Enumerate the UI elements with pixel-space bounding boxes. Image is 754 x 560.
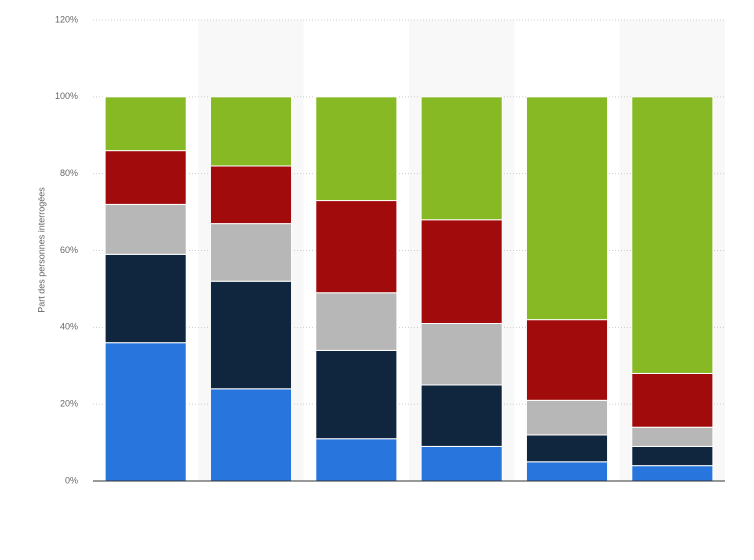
bar-segment [209, 280, 293, 390]
bar-segment [420, 384, 503, 447]
bar-segment [631, 372, 714, 428]
bar-segment [209, 96, 293, 167]
bar-segment [525, 434, 609, 463]
y-tick-label: 80% [60, 168, 78, 178]
y-tick-label: 40% [60, 322, 78, 332]
bar-segment [104, 203, 187, 255]
bar-segment [315, 349, 398, 440]
y-tick-label: 60% [60, 245, 78, 255]
bar-segment [420, 96, 503, 221]
bar-segment [631, 445, 714, 467]
y-axis-label: Part des personnes interrogées [36, 187, 46, 313]
bar-segment [104, 96, 187, 152]
bar-segment [209, 388, 293, 482]
y-tick-label: 100% [55, 91, 78, 101]
bar-segment [420, 445, 503, 482]
bar-segment [525, 319, 609, 401]
bar-segment [209, 223, 293, 282]
bar-segment [104, 253, 187, 344]
bar-segment [525, 96, 609, 321]
bar-segment [315, 292, 398, 351]
bar-segment [104, 342, 187, 482]
bar-segment [315, 96, 398, 202]
bar-segment [631, 96, 714, 374]
bar-segment [420, 219, 503, 324]
bar-segment [104, 150, 187, 205]
bar-segment [525, 461, 609, 482]
bar-segment [209, 165, 293, 225]
y-tick-label: 20% [60, 399, 78, 409]
bar-segment [525, 399, 609, 436]
bar-segment [420, 322, 503, 386]
y-tick-label: 120% [55, 14, 78, 24]
bar-segment [315, 200, 398, 294]
bar-segment [631, 426, 714, 447]
bar-segment [631, 465, 714, 482]
bar-segment [315, 438, 398, 482]
y-tick-label: 0% [65, 475, 78, 485]
